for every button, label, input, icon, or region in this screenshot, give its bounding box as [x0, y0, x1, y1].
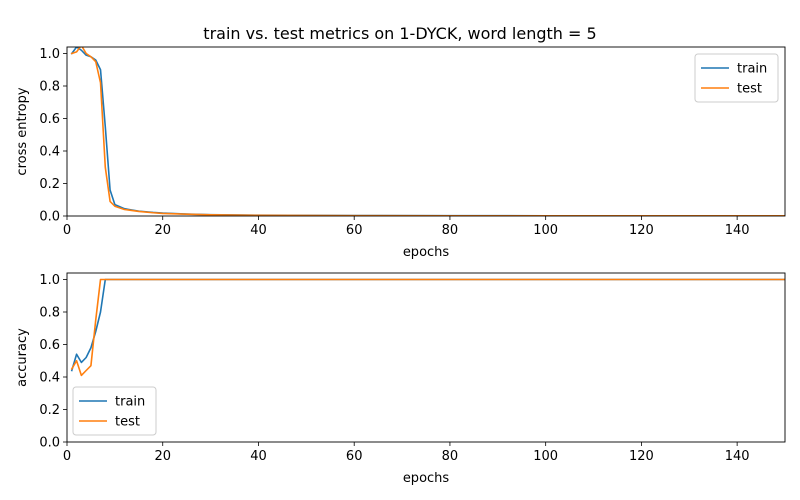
ce-y-tick-label: 1.0: [39, 47, 60, 62]
acc-legend: train test: [73, 387, 156, 435]
acc-y-tick-label: 0.8: [39, 306, 60, 321]
acc-series-line-test: [72, 280, 785, 376]
cross-entropy-plot: 0 20 40 60 80 100 120 140 0.0 0.2 0.4 0.6 0.8 1.0 epoc…: [15, 45, 785, 260]
acc-x-tick-label: 120: [629, 449, 654, 464]
ce-legend-label-test: test: [737, 82, 762, 97]
acc-legend-label-train: train: [115, 395, 145, 410]
ce-y-tick-label: 0.8: [39, 80, 60, 95]
ce-y-tick-label: 0.6: [39, 112, 60, 127]
acc-axes-frame: [67, 273, 785, 442]
ce-x-tick-label: 60: [346, 223, 363, 238]
ce-y-tick-label: 0.0: [39, 210, 60, 225]
acc-x-tick-label: 100: [533, 449, 558, 464]
ce-y-tick-label: 0.2: [39, 177, 60, 192]
ce-series-line-test: [72, 45, 785, 215]
figure-title: train vs. test metrics on 1-DYCK, word l…: [203, 24, 596, 43]
ce-legend-label-train: train: [737, 62, 767, 77]
acc-series-line-train: [72, 280, 785, 371]
acc-y-tick-label: 0.6: [39, 338, 60, 353]
ce-y-tick-label: 0.4: [39, 145, 60, 160]
ce-x-axis-label: epochs: [403, 245, 450, 260]
ce-x-tick-label: 80: [442, 223, 459, 238]
acc-x-tick-label: 20: [154, 449, 171, 464]
acc-x-tick-label: 40: [250, 449, 267, 464]
acc-y-tick-label: 0.2: [39, 403, 60, 418]
acc-y-axis-label: accuracy: [15, 328, 30, 387]
acc-y-tick-label: 1.0: [39, 273, 60, 288]
ce-x-tick-label: 0: [63, 223, 71, 238]
acc-x-tick-label: 0: [63, 449, 71, 464]
ce-x-tick-label: 140: [725, 223, 750, 238]
acc-x-axis-label: epochs: [403, 471, 450, 486]
ce-legend: train test: [695, 54, 778, 102]
acc-x-tick-label: 140: [725, 449, 750, 464]
ce-y-axis-label: cross entropy: [15, 87, 30, 175]
ce-x-tick-label: 20: [154, 223, 171, 238]
accuracy-plot: 0 20 40 60 80 100 120 140 0.0 0.2 0.4 0.6 0.8 1.0 epoc…: [15, 273, 785, 486]
ce-axes-frame: [67, 47, 785, 216]
ce-x-tick-label: 40: [250, 223, 267, 238]
acc-x-tick-label: 60: [346, 449, 363, 464]
acc-y-tick-label: 0.0: [39, 436, 60, 451]
ce-x-tick-label: 120: [629, 223, 654, 238]
ce-series-line-train: [72, 47, 785, 216]
acc-legend-label-test: test: [115, 415, 140, 430]
acc-x-tick-label: 80: [442, 449, 459, 464]
acc-y-tick-label: 0.4: [39, 371, 60, 386]
ce-x-tick-label: 100: [533, 223, 558, 238]
